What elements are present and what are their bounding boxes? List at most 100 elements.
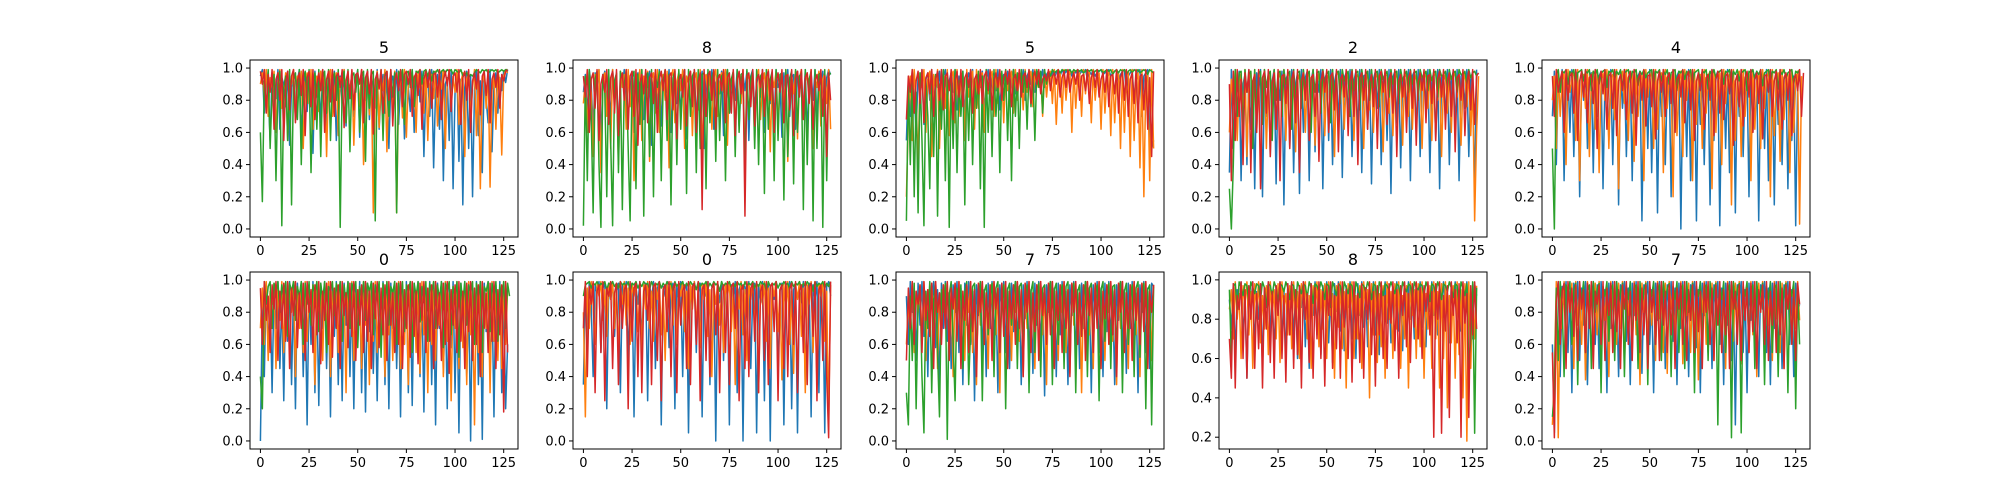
x-tick-label: 0 (1548, 244, 1556, 259)
y-tick-label: 0.0 (1514, 222, 1535, 237)
x-tick-label: 100 (1735, 244, 1760, 259)
subplot-8: 0 25 50 75 100 125 0.2 0.4 0.6 0.8 1.0 8 (1191, 250, 1488, 471)
subplot-6: 0 25 50 75 100 125 0.0 0.2 0.4 0.6 0.8 1.0 0 (545, 250, 842, 471)
x-tick-label: 100 (1089, 244, 1114, 259)
series-group (582, 280, 832, 442)
subplot-title: 8 (702, 38, 712, 57)
series-line-3 (1228, 68, 1480, 190)
x-tick-label: 0 (256, 456, 264, 471)
x-tick-label: 100 (766, 244, 791, 259)
x-tick-label: 50 (995, 456, 1012, 471)
x-tick-label: 100 (1089, 456, 1114, 471)
series-line-3 (1228, 281, 1478, 438)
series-group (905, 68, 1155, 229)
subplot-1: 0 25 50 75 100 125 0.0 0.2 0.4 0.6 0.8 1.0 8 (545, 38, 842, 259)
y-tick-label: 0.4 (868, 370, 889, 385)
y-tick-label: 0.8 (1191, 94, 1212, 109)
series-line-3 (582, 68, 832, 217)
y-tick-label: 0.2 (545, 190, 566, 205)
series-line-3 (1551, 68, 1805, 150)
y-tick-label: 0.6 (222, 338, 243, 353)
x-tick-label: 25 (1593, 456, 1610, 471)
x-tick-label: 50 (672, 244, 689, 259)
y-tick-label: 1.0 (868, 62, 889, 77)
y-tick-label: 0.0 (1191, 222, 1212, 237)
y-tick-label: 0.4 (1514, 370, 1535, 385)
y-tick-label: 0.6 (545, 338, 566, 353)
x-tick-label: 25 (1270, 244, 1287, 259)
y-tick-label: 0.6 (1514, 126, 1535, 141)
axes-frame (895, 59, 1165, 238)
y-tick-label: 0.2 (1191, 431, 1212, 446)
series-line-3 (905, 280, 1155, 378)
x-tick-label: 50 (1318, 244, 1335, 259)
y-tick-label: 0.6 (222, 126, 243, 141)
x-tick-label: 0 (1225, 456, 1233, 471)
y-tick-label: 0.6 (1191, 126, 1212, 141)
subplot-0: 0 25 50 75 100 125 0.0 0.2 0.4 0.6 0.8 1.0 5 (222, 38, 519, 259)
y-tick-label: 0.4 (1191, 391, 1212, 406)
x-tick-label: 0 (579, 456, 587, 471)
x-tick-label: 25 (947, 244, 964, 259)
y-tick-label: 0.4 (868, 158, 889, 173)
y-tick-label: 0.2 (545, 402, 566, 417)
y-tick-label: 0.8 (1514, 94, 1535, 109)
axes-frame (249, 271, 519, 450)
y-tick-label: 1.0 (868, 274, 889, 289)
x-tick-label: 25 (1270, 456, 1287, 471)
series-group (905, 280, 1155, 441)
x-tick-label: 100 (766, 456, 791, 471)
y-tick-label: 0.6 (1514, 338, 1535, 353)
x-tick-label: 125 (1460, 456, 1485, 471)
y-tick-label: 1.0 (1191, 62, 1212, 77)
y-tick-label: 0.0 (868, 222, 889, 237)
series-group (1228, 281, 1478, 442)
series-line-3 (905, 68, 1155, 158)
x-tick-label: 75 (1044, 456, 1061, 471)
y-tick-label: 1.0 (1191, 273, 1212, 288)
subplot-title: 5 (1025, 38, 1035, 57)
x-tick-label: 75 (1690, 456, 1707, 471)
series-group (1228, 68, 1480, 230)
series-line-3 (259, 280, 509, 413)
y-tick-label: 0.8 (545, 94, 566, 109)
x-tick-label: 0 (1225, 244, 1233, 259)
x-tick-label: 75 (1044, 244, 1061, 259)
y-tick-label: 1.0 (1514, 62, 1535, 77)
x-tick-label: 75 (1367, 244, 1384, 259)
series-line-2 (1551, 68, 1801, 230)
subplot-title: 0 (702, 250, 712, 269)
y-tick-label: 0.2 (1514, 402, 1535, 417)
series-group (1551, 280, 1801, 439)
subplot-title: 2 (1348, 38, 1358, 57)
x-tick-label: 125 (1460, 244, 1485, 259)
x-tick-label: 125 (1783, 244, 1808, 259)
series-group (259, 280, 511, 442)
y-tick-label: 1.0 (545, 62, 566, 77)
axes-frame (1218, 271, 1488, 450)
y-tick-label: 0.0 (1514, 434, 1535, 449)
y-tick-label: 0.4 (545, 370, 566, 385)
x-tick-label: 25 (301, 456, 318, 471)
axes-frame (1541, 59, 1811, 238)
series-line-3 (582, 280, 832, 439)
x-tick-label: 0 (1548, 456, 1556, 471)
x-tick-label: 125 (1137, 244, 1162, 259)
x-tick-label: 0 (256, 244, 264, 259)
subplot-title: 4 (1671, 38, 1681, 57)
subplot-title: 0 (379, 250, 389, 269)
subplot-4: 0 25 50 75 100 125 0.0 0.2 0.4 0.6 0.8 1.0 4 (1514, 38, 1811, 259)
x-tick-label: 25 (301, 244, 318, 259)
y-tick-label: 0.0 (222, 222, 243, 237)
subplot-title: 5 (379, 38, 389, 57)
subplot-title: 7 (1671, 250, 1681, 269)
y-tick-label: 0.2 (868, 402, 889, 417)
axes-frame (249, 59, 519, 238)
y-tick-label: 0.2 (1191, 190, 1212, 205)
axes-frame (572, 59, 842, 238)
x-tick-label: 75 (1690, 244, 1707, 259)
y-tick-label: 0.8 (868, 94, 889, 109)
subplot-5: 0 25 50 75 100 125 0.0 0.2 0.4 0.6 0.8 1.0 0 (222, 250, 519, 471)
x-tick-label: 125 (814, 244, 839, 259)
